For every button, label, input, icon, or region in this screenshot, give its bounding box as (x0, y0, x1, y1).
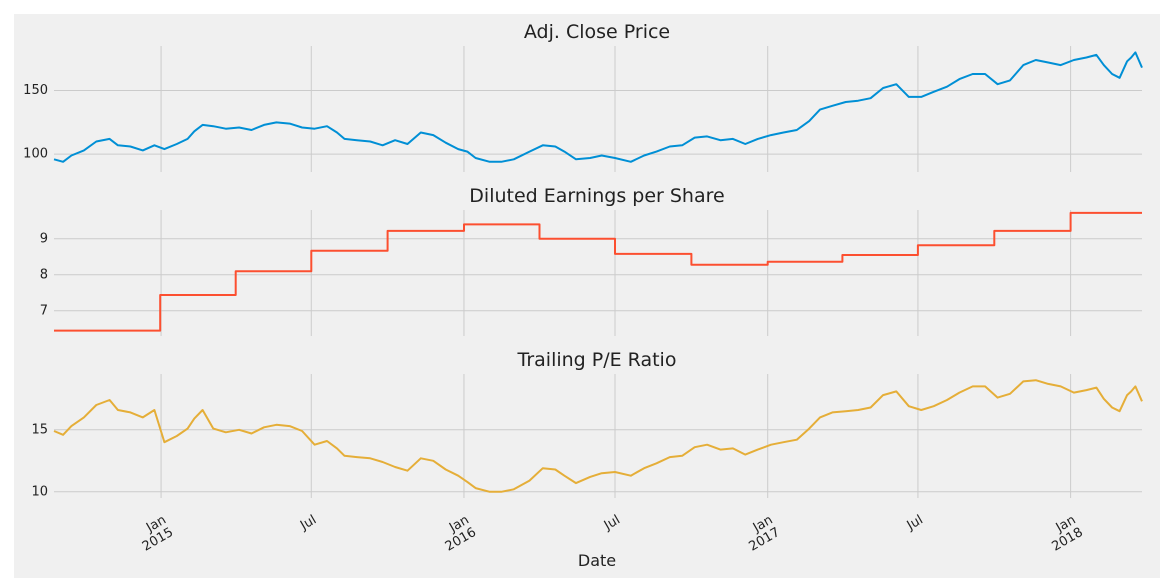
y-tick-label: 10 (31, 484, 48, 499)
x-tick-label: Jul (297, 513, 319, 534)
series-line (54, 211, 1142, 332)
x-tick-label: Jul (601, 513, 623, 534)
series-line (53, 379, 1143, 493)
y-tick-labels: 7 8 9 (40, 231, 48, 318)
y-tick-labels: 10 15 (31, 422, 48, 499)
figure: Adj. Close Price 100 150 Diluted Earnings… (14, 14, 1160, 578)
y-tick-label: 7 (40, 303, 48, 318)
y-tick-label: 8 (40, 267, 48, 282)
series-line (53, 51, 1143, 163)
y-tick-label: 150 (23, 83, 48, 98)
x-axis-label: Date (578, 551, 616, 570)
y-tick-label: 15 (31, 422, 48, 437)
x-tick-labels: Jan2015 Jul Jan2016 Jul Jan2017 Jul Jan2018 (133, 513, 1086, 555)
panel-diluted-eps: Diluted Earnings per Share 7 8 9 (40, 185, 1142, 336)
x-tick-label: Jan2016 (436, 513, 479, 555)
panel-title: Trailing P/E Ratio (517, 349, 677, 371)
x-tick-label: Jan2017 (739, 513, 782, 555)
x-tick-label: Jul (904, 513, 926, 534)
y-tick-labels: 100 150 (23, 83, 48, 162)
panel-adj-close: Adj. Close Price 100 150 (23, 21, 1143, 172)
chart-canvas: Adj. Close Price 100 150 Diluted Earnings… (23, 21, 1143, 570)
grid (54, 210, 1142, 336)
grid (54, 374, 1142, 498)
y-tick-label: 9 (40, 231, 48, 246)
panel-title: Diluted Earnings per Share (469, 185, 724, 207)
x-tick-label: Jan2018 (1042, 513, 1085, 555)
panel-title: Adj. Close Price (524, 21, 670, 43)
x-tick-label: Jan2015 (133, 513, 176, 555)
grid (54, 46, 1142, 172)
y-tick-label: 100 (23, 147, 48, 162)
